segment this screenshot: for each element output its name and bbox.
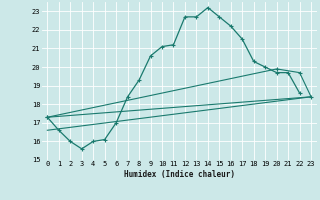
X-axis label: Humidex (Indice chaleur): Humidex (Indice chaleur) <box>124 170 235 179</box>
